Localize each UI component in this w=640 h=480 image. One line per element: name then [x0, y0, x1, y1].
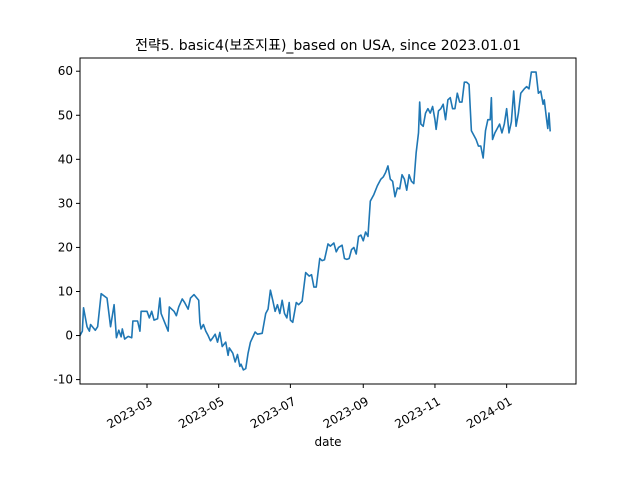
- y-tick-label-2: 10: [58, 284, 73, 298]
- y-tick-label-1: 0: [65, 329, 73, 343]
- y-tick-label-6: 50: [58, 108, 73, 122]
- plot-background: [80, 58, 576, 384]
- y-tick-label-5: 40: [58, 152, 73, 166]
- series-layer: [78, 71, 551, 371]
- y-tick-label-3: 20: [58, 240, 73, 254]
- y-tick-label-7: 60: [58, 64, 73, 78]
- x-axis-label: date: [314, 435, 341, 449]
- y-tick-label-4: 30: [58, 196, 73, 210]
- chart-title: 전략5. basic4(보조지표)_based on USA, since 20…: [135, 38, 521, 54]
- y-tick-label-0: -10: [53, 373, 73, 387]
- plot-area: [80, 58, 576, 384]
- y-axis: -10 0 10 20 30 40 50 60: [53, 64, 80, 387]
- plot-frame: [79, 57, 577, 385]
- series-line-0: [78, 71, 551, 371]
